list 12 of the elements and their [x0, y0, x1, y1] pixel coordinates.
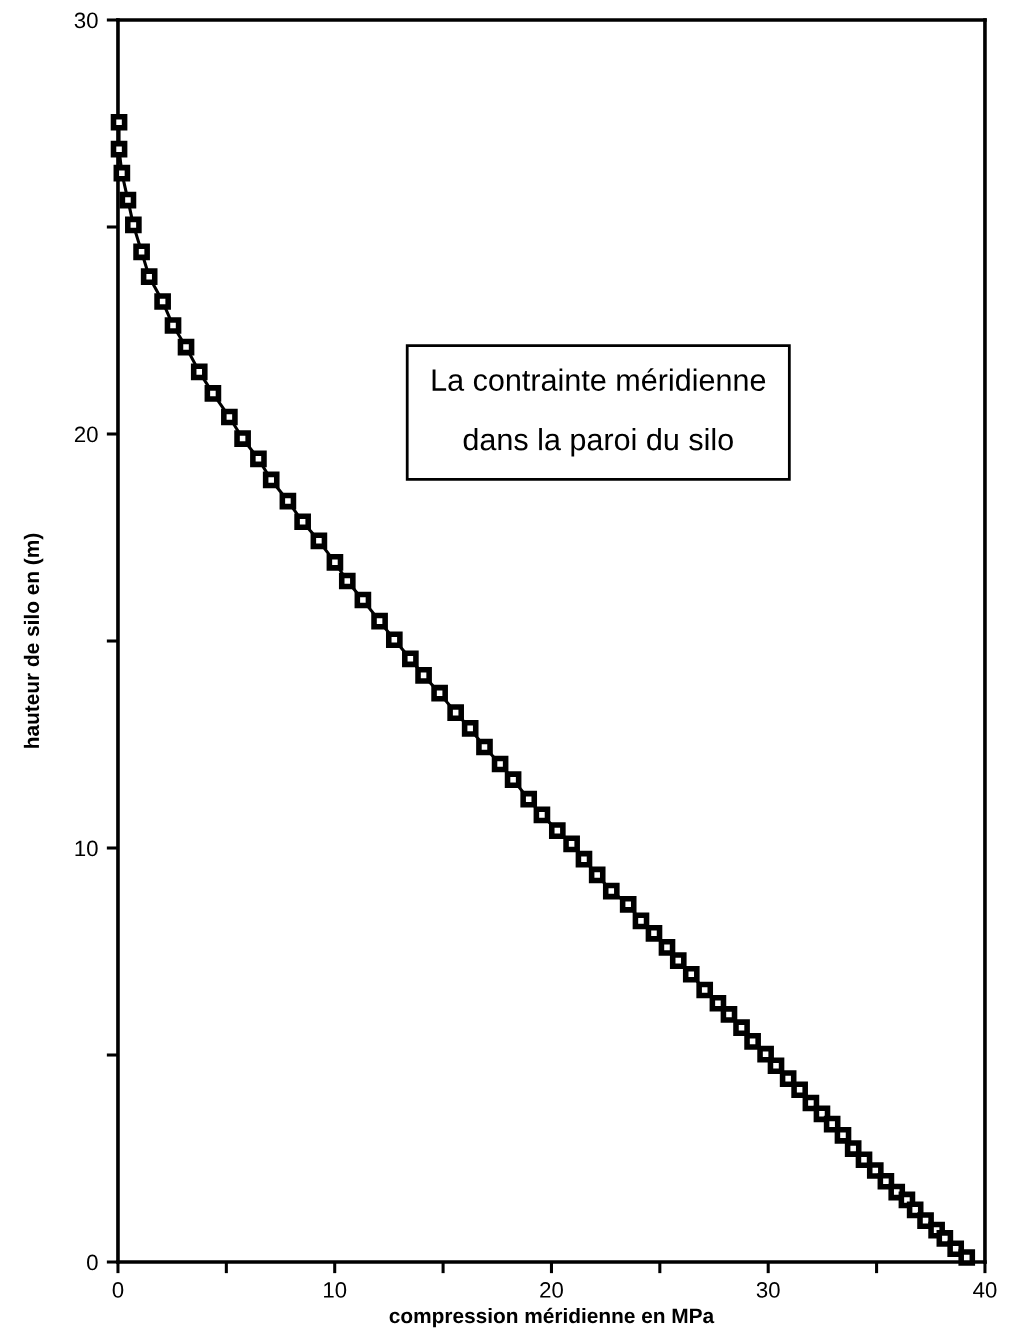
y-tick-label: 30 — [74, 12, 98, 29]
text: La contrainte méridienne dans la paroi du silo — [432, 368, 766, 457]
y-tick-label: 20 — [74, 426, 98, 443]
y-tick-label: 10 — [75, 840, 98, 857]
x-tick-label: 0 — [112, 1282, 124, 1298]
x-axis-title: compression méridienne en MPa — [389, 1307, 715, 1328]
x-tick-label: 40 — [973, 1282, 997, 1298]
y-axis-title: hauteur de silo en (m) — [23, 533, 44, 748]
x-tick-label: 30 — [756, 1282, 780, 1298]
x-tick-label: 20 — [540, 1282, 563, 1298]
x-tick-label: 10 — [324, 1282, 347, 1298]
y-tick-label: 0 — [87, 1254, 98, 1271]
